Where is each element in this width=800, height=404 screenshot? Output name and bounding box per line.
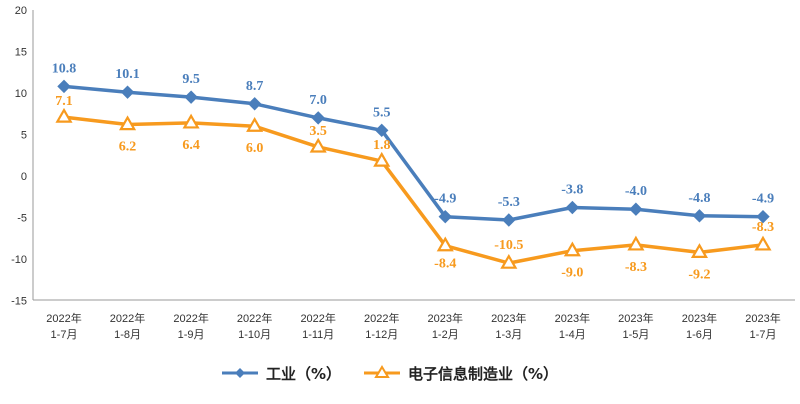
series-1-data-label: 8.7 [246, 79, 264, 94]
series-1-data-label: -4.9 [752, 192, 774, 207]
series-1-marker [311, 111, 325, 125]
series-2-data-label: 6.0 [246, 141, 264, 156]
series-1-marker [502, 213, 516, 227]
series-2-data-label: -8.3 [625, 260, 647, 275]
series-1-data-label: -4.0 [625, 184, 647, 199]
series-1-data-label: -4.8 [688, 191, 710, 206]
x-tick-label-period: 1-12月 [365, 329, 398, 341]
series-2-data-label: 7.1 [55, 94, 73, 109]
x-tick-label-year: 2023年 [491, 311, 526, 325]
x-tick-label-period: 1-6月 [686, 329, 713, 341]
series-2-data-label: 1.8 [373, 138, 391, 153]
series-1-marker [565, 200, 580, 215]
legend-marker-1 [235, 368, 245, 378]
x-tick-label-year: 2022年 [110, 311, 145, 325]
series-1-marker [57, 79, 71, 94]
series-2-marker [309, 137, 327, 153]
x-tick-label-period: 1-11月 [302, 329, 334, 341]
series-2-data-label: -8.4 [434, 257, 456, 272]
series-1-data-label: -3.8 [561, 183, 583, 198]
series-2-data-label: -9.0 [561, 266, 583, 281]
y-tick-label: 20 [15, 5, 27, 17]
series-1-marker [375, 123, 389, 138]
x-tick-label-period: 1-5月 [622, 329, 649, 341]
x-tick-label-period: 1-4月 [559, 329, 586, 341]
series-1-marker [438, 209, 452, 224]
x-tick-label-period: 1-10月 [238, 329, 271, 341]
series-2-data-label: -9.2 [688, 267, 710, 282]
x-tick-label-year: 2022年 [173, 311, 208, 325]
x-tick-label-year: 2022年 [46, 311, 81, 325]
y-tick-label: -5 [17, 213, 27, 225]
series-2-marker [500, 253, 518, 269]
series-2-marker [118, 115, 137, 131]
series-2-data-label: 6.4 [182, 138, 200, 153]
series-2-marker [182, 113, 200, 129]
series-1-data-label: 10.1 [115, 67, 140, 82]
x-tick-label-period: 1-3月 [495, 329, 522, 341]
y-tick-label: 10 [15, 88, 27, 100]
series-2-data-label: 6.2 [119, 140, 137, 155]
series-1-marker [756, 209, 770, 224]
series-2-marker [563, 241, 581, 257]
x-tick-label-period: 1-7月 [51, 329, 78, 341]
series-1-marker [120, 85, 135, 99]
series-line-1 [63, 84, 764, 222]
x-tick-label-year: 2023年 [555, 311, 590, 325]
series-2-marker [627, 235, 645, 251]
y-tick-label: -10 [11, 254, 27, 266]
y-tick-label: -15 [11, 296, 27, 308]
y-tick-label: 5 [21, 130, 27, 142]
series-1-data-label: 5.5 [373, 105, 391, 120]
series-1-marker [629, 202, 643, 216]
series-1-data-label: -4.9 [434, 192, 456, 207]
series-2-data-label: 3.5 [309, 124, 327, 139]
x-tick-label-year: 2023年 [428, 311, 463, 325]
legend-label-1: 工业（%） [266, 365, 341, 383]
series-2-marker [436, 236, 454, 252]
series-1-marker [692, 209, 707, 223]
series-2-marker [373, 151, 391, 167]
series-1-data-label: 7.0 [309, 93, 327, 108]
series-2-data-label: -10.5 [494, 238, 523, 253]
series-2-marker [754, 235, 772, 251]
x-tick-label-year: 2022年 [364, 311, 399, 325]
series-1-marker [247, 97, 262, 111]
x-tick-label-year: 2023年 [682, 311, 717, 325]
x-tick-label-year: 2023年 [618, 311, 653, 325]
series-2-marker [690, 243, 709, 259]
series-1-data-label: -5.3 [498, 195, 520, 210]
legend-label-2: 电子信息制造业（%） [408, 365, 558, 383]
x-tick-label-period: 1-2月 [432, 329, 459, 341]
y-tick-label: 0 [21, 171, 27, 183]
series-1-data-label: 9.5 [182, 72, 200, 87]
x-tick-label-year: 2022年 [237, 311, 272, 325]
x-tick-label-period: 1-8月 [114, 329, 141, 341]
x-tick-label-year: 2022年 [300, 311, 335, 325]
series-line-2 [63, 115, 764, 265]
series-2-data-label: -8.3 [752, 220, 774, 235]
legend-marker-2 [374, 365, 390, 378]
x-tick-label-period: 1-9月 [178, 329, 205, 341]
series-1-data-label: 10.8 [52, 61, 77, 76]
series-2-marker [246, 116, 264, 132]
series-1-marker [184, 90, 198, 104]
x-tick-label-year: 2023年 [745, 311, 780, 325]
series-2-marker [55, 107, 73, 123]
y-tick-label: 15 [15, 47, 27, 59]
x-tick-label-period: 1-7月 [750, 329, 777, 341]
